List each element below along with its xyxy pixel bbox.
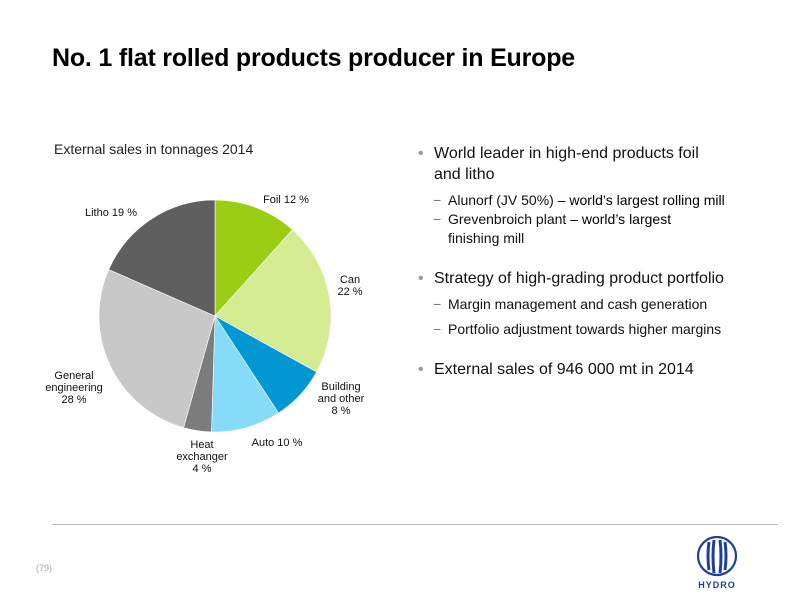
footer-divider xyxy=(52,524,778,525)
bullet-item: • External sales of 946 000 mt in 2014 xyxy=(418,359,768,380)
bullet-list: • World leader in high-end products foil… xyxy=(418,143,768,380)
dash-icon: − xyxy=(433,296,442,312)
sub-bullet-item: − Alunorf (JV 50%) – world’s largest rol… xyxy=(418,191,768,210)
sub-bullet-emphasis: – world’s largest rolling mill xyxy=(557,192,725,208)
pie-slice-label: Auto 10 % xyxy=(252,437,303,449)
bullet-item: • Strategy of high-grading product portf… xyxy=(418,268,768,289)
bullet-item: • World leader in high-end products foil… xyxy=(418,143,768,185)
dash-icon: − xyxy=(433,211,442,227)
pie-slice-label: Heat exchanger 4 % xyxy=(176,439,228,475)
sub-bullet-text: Grevenbroich plant xyxy=(448,211,571,227)
pie-slice xyxy=(214,229,332,373)
dash-icon: − xyxy=(433,321,442,337)
sub-bullet-item: − Portfolio adjustment towards higher ma… xyxy=(418,320,768,339)
sub-bullet-item: − Margin management and cash generation xyxy=(418,295,768,314)
sub-bullet-item: − Grevenbroich plant – world’s largest f… xyxy=(418,210,768,248)
hydro-logo-icon: HYDRO xyxy=(696,536,738,590)
pie-slice xyxy=(108,199,216,317)
bullet-dot-icon: • xyxy=(418,361,424,378)
sub-bullet-text: Margin management and cash generation xyxy=(448,296,708,312)
sub-bullet-text: finishing mill xyxy=(448,230,525,246)
sub-bullet-emphasis: – world’s largest xyxy=(570,211,672,227)
page-title: No. 1 flat rolled products producer in E… xyxy=(52,44,575,72)
logo-text: HYDRO xyxy=(698,580,736,590)
dash-icon: − xyxy=(433,192,442,208)
pie-slice xyxy=(98,269,216,429)
pie-slice-label: General engineering 28 % xyxy=(45,370,103,406)
pie-slice-label: Building and other 8 % xyxy=(318,381,365,417)
bullet-text: and litho xyxy=(434,166,495,183)
pie-slice-label: Foil 12 % xyxy=(263,194,309,206)
pie-slice xyxy=(214,199,293,317)
bullet-dot-icon: • xyxy=(418,270,424,287)
sub-bullet-text: Portfolio adjustment towards higher marg… xyxy=(448,321,722,337)
bullet-text: World leader in high-end products foil xyxy=(434,145,699,162)
bullet-text: External sales of 946 000 mt in 2014 xyxy=(434,361,694,378)
bullet-dot-icon: • xyxy=(418,145,424,162)
bullet-text: Strategy of high-grading product portfol… xyxy=(434,270,724,287)
chart-title: External sales in tonnages 2014 xyxy=(54,141,254,157)
page-number: (79) xyxy=(36,563,53,573)
pie-slice-label: Litho 19 % xyxy=(85,207,137,219)
pie-slice-label: Can 22 % xyxy=(337,274,362,298)
sub-bullet-text: Alunorf (JV 50%) xyxy=(448,192,558,208)
